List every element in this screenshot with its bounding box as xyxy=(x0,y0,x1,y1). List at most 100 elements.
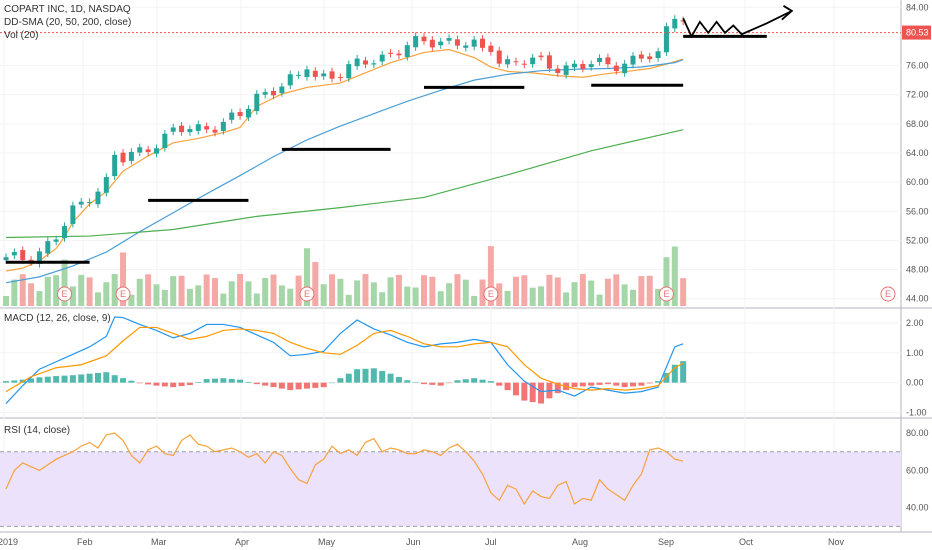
volume-bar xyxy=(370,282,377,306)
macd-histogram-bar xyxy=(479,379,486,383)
volume-bar xyxy=(303,248,310,306)
earnings-marker xyxy=(483,286,499,302)
macd-histogram-bar xyxy=(362,368,369,383)
volume-bar xyxy=(412,287,419,306)
volume-bar xyxy=(630,289,636,306)
candle-body xyxy=(204,126,210,130)
macd-histogram-bar xyxy=(287,382,294,391)
volume-bar xyxy=(571,282,578,306)
candle-body xyxy=(53,239,59,242)
volume-bar xyxy=(663,257,670,306)
volume-bar xyxy=(646,275,653,306)
macd-histogram-bar xyxy=(128,380,135,383)
volume-bar xyxy=(278,285,285,306)
volume-bar xyxy=(512,276,519,306)
macd-histogram-bar xyxy=(186,382,193,386)
candle-body xyxy=(45,241,51,254)
candle-body xyxy=(153,148,159,154)
macd-histogram-bar xyxy=(521,382,528,401)
macd-histogram-bar xyxy=(69,375,76,383)
candle-body xyxy=(546,55,552,69)
macd-histogram-bar xyxy=(303,382,310,389)
candle-body xyxy=(62,226,68,239)
candle-body xyxy=(480,38,486,48)
candle-body xyxy=(162,133,168,148)
current-price-badge xyxy=(902,25,931,40)
volume-bar xyxy=(354,280,361,306)
candle-body xyxy=(680,20,686,22)
volume-bar xyxy=(186,288,193,306)
volume-bar xyxy=(329,274,336,306)
candle-body xyxy=(36,251,42,264)
candle-body xyxy=(179,125,185,133)
volume-bar xyxy=(228,281,235,306)
candle-body xyxy=(605,57,611,65)
candle-body xyxy=(78,201,84,205)
macd-histogram-bar xyxy=(312,382,319,388)
candle-body xyxy=(488,45,494,52)
symbol-title: COPART INC, 1D, NASDAQ xyxy=(4,4,131,15)
macd-histogram-bar xyxy=(354,369,361,383)
candle-body xyxy=(396,53,402,56)
candle-body xyxy=(597,57,603,63)
candle-body xyxy=(103,177,109,193)
candle-body xyxy=(329,71,335,79)
macd-histogram-bar xyxy=(220,378,227,383)
candle-body xyxy=(20,250,26,261)
price-tick-label: 68.00 xyxy=(906,119,929,129)
candle-body xyxy=(622,63,628,74)
price-tick-label: 52.00 xyxy=(906,235,929,245)
macd-histogram-bar xyxy=(471,378,478,383)
volume-bar xyxy=(621,284,628,306)
macd-histogram-bar xyxy=(604,382,611,385)
macd-line-signal xyxy=(5,326,684,393)
sma-line-sma20 xyxy=(5,48,684,272)
candle-body xyxy=(463,45,469,48)
price-tick-label: 72.00 xyxy=(906,90,929,100)
candle-body xyxy=(454,39,460,46)
candle-body xyxy=(321,73,327,77)
volume-legend: Vol (20) xyxy=(4,30,39,41)
macd-histogram-bar xyxy=(53,376,60,383)
volume-bar xyxy=(638,276,645,306)
macd-histogram-bar xyxy=(78,374,85,383)
macd-histogram-bar xyxy=(145,382,152,385)
volume-bar xyxy=(212,278,218,306)
candle-body xyxy=(571,63,577,68)
macd-histogram-bar xyxy=(412,382,419,383)
volume-bar xyxy=(111,274,118,306)
macd-histogram-bar xyxy=(370,368,377,383)
macd-histogram-bar xyxy=(504,382,511,391)
earnings-marker xyxy=(115,286,131,302)
time-tick-label: Aug xyxy=(572,537,588,547)
candle-body xyxy=(271,90,277,96)
macd-histogram-bar xyxy=(454,380,461,383)
time-tick-label: Feb xyxy=(77,537,93,547)
volume-bar xyxy=(429,276,436,306)
volume-bar xyxy=(337,278,344,306)
time-tick-label: Oct xyxy=(739,537,754,547)
candle-body xyxy=(438,41,444,46)
sma-line-sma200 xyxy=(5,129,684,239)
candle-body xyxy=(404,45,410,57)
macd-histogram-bar xyxy=(680,361,687,383)
volume-bar xyxy=(145,274,152,306)
volume-bar xyxy=(421,275,427,306)
volume-bar xyxy=(120,252,127,306)
candle-body xyxy=(337,77,343,79)
candle-body xyxy=(496,50,502,64)
time-tick-label: Sep xyxy=(658,537,674,547)
candle-body xyxy=(588,64,594,68)
candle-body xyxy=(262,92,268,95)
candle-body xyxy=(471,39,477,47)
volume-bar xyxy=(36,291,43,306)
macd-histogram-bar xyxy=(245,381,252,383)
macd-tick-label: -1.00 xyxy=(906,408,927,418)
candle-body xyxy=(170,127,176,132)
macd-tick-label: 2.00 xyxy=(906,318,924,328)
volume-bar xyxy=(262,278,269,306)
macd-histogram-bar xyxy=(228,378,235,383)
macd-tick-label: 1.00 xyxy=(906,348,924,358)
volume-bar xyxy=(454,274,461,306)
